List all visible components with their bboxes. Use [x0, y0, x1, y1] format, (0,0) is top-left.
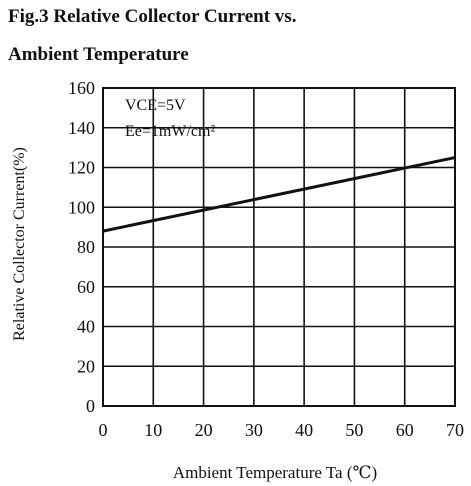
y-tick-label: 20	[77, 356, 95, 376]
x-tick-label: 40	[295, 420, 313, 440]
x-tick-label: 70	[446, 420, 464, 440]
y-tick-label: 80	[77, 237, 95, 257]
y-axis-label: Relative Collector Current(%)	[11, 147, 28, 341]
y-tick-label: 120	[68, 158, 95, 178]
y-tick-label: 60	[77, 277, 95, 297]
x-tick-label: 20	[195, 420, 213, 440]
condition-label: VCE=5V	[125, 97, 186, 114]
y-tick-label: 0	[86, 396, 95, 416]
x-tick-label: 30	[245, 420, 263, 440]
grid	[103, 88, 455, 406]
condition-labels: VCE=5V Ee=1mW/cm²	[125, 97, 215, 140]
y-tick-label: 160	[68, 78, 95, 98]
condition-label: Ee=1mW/cm²	[125, 123, 215, 140]
plot-frame	[102, 87, 456, 407]
x-tick-label: 50	[345, 420, 363, 440]
chart-title-line-1: Fig.3 Relative Collector Current vs.	[8, 6, 297, 27]
y-tick-labels: 0 20 40 60 80 100 120 140 160	[68, 78, 95, 416]
x-axis-label: Ambient Temperature Ta (℃)	[173, 463, 377, 482]
x-tick-label: 10	[144, 420, 162, 440]
series-line	[102, 156, 456, 233]
x-tick-labels: 0 10 20 30 40 50 60 70	[99, 420, 465, 440]
y-tick-label: 40	[77, 317, 95, 337]
chart-title-line-2: Ambient Temperature	[8, 44, 189, 65]
x-tick-label: 60	[396, 420, 414, 440]
series-layer	[102, 156, 456, 233]
y-tick-label: 140	[68, 118, 95, 138]
x-tick-label: 0	[99, 420, 108, 440]
y-tick-label: 100	[68, 197, 95, 217]
